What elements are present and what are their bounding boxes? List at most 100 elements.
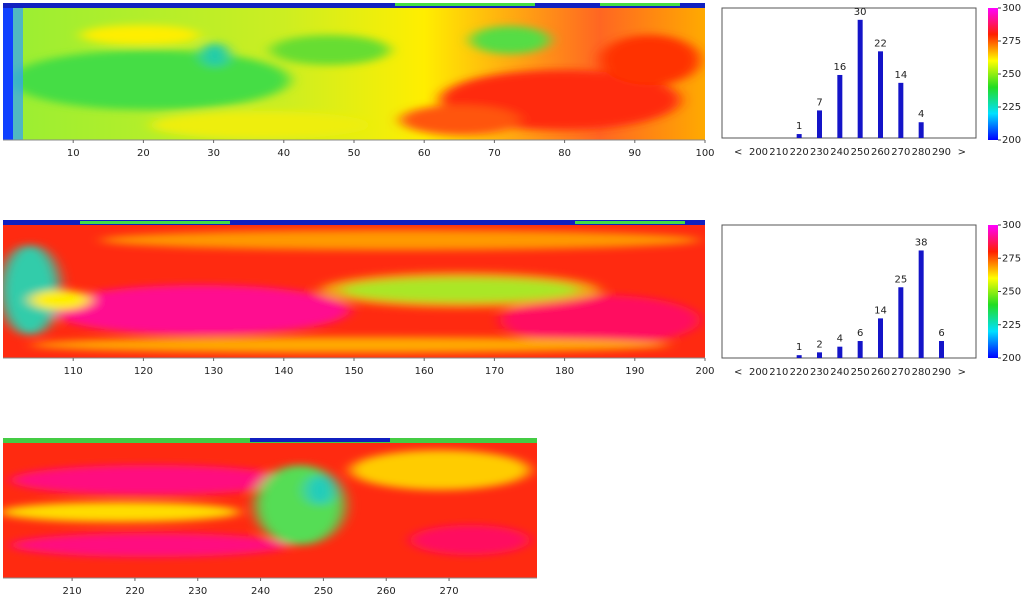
x-tick-label: 250 (851, 147, 870, 158)
value-label: 1 (796, 121, 802, 132)
x-tick-label: 210 (769, 367, 788, 378)
bar (817, 110, 822, 138)
bar (837, 74, 843, 138)
bar (878, 318, 883, 358)
x-tick-label: 60 (418, 148, 431, 159)
x-tick-label: 270 (891, 367, 910, 378)
x-tick-label: 270 (440, 586, 459, 597)
bar (918, 122, 924, 138)
x-tick-label: 230 (810, 147, 829, 158)
bar (918, 250, 924, 358)
value-label: 22 (874, 38, 887, 49)
x-tick-label: 250 (314, 586, 333, 597)
x-tick-label: 160 (415, 366, 434, 377)
colorbar (988, 225, 998, 358)
colorbar-tick-label: 300 (1002, 3, 1021, 14)
x-tick-label: 80 (558, 148, 571, 159)
plot-frame (721, 224, 977, 359)
x-tick-label: 150 (344, 366, 363, 377)
x-tick-label: 260 (871, 367, 890, 378)
bar (857, 19, 863, 138)
x-tick-label: 130 (204, 366, 223, 377)
bar (898, 82, 904, 138)
x-tick-label: > (958, 367, 966, 378)
x-tick-label: 220 (790, 147, 809, 158)
x-tick-label: 290 (932, 147, 951, 158)
x-tick-label: 30 (207, 148, 220, 159)
value-label: 14 (874, 305, 887, 316)
x-tick-label: 10 (67, 148, 80, 159)
bar (857, 341, 863, 358)
x-tick-label: 200 (749, 147, 768, 158)
colorbar-tick-label: 225 (1002, 320, 1021, 331)
x-tick-label: 240 (251, 586, 270, 597)
bar (939, 341, 944, 358)
x-tick-label: 190 (625, 366, 644, 377)
x-tick-label: 260 (377, 586, 396, 597)
x-tick-label: 250 (851, 367, 870, 378)
x-tick-label: 210 (769, 147, 788, 158)
x-tick-label: < (734, 367, 742, 378)
x-tick-label: 290 (932, 367, 951, 378)
colorbar-tick-label: 300 (1002, 220, 1021, 231)
bar (817, 352, 822, 358)
value-label: 25 (894, 274, 907, 285)
x-tick-label: 170 (485, 366, 504, 377)
value-label: 30 (854, 7, 867, 18)
value-label: 2 (816, 339, 822, 350)
x-tick-label: 120 (134, 366, 153, 377)
value-label: 16 (833, 62, 846, 73)
colorbar-tick-label: 250 (1002, 69, 1021, 80)
x-tick-label: 20 (137, 148, 150, 159)
x-tick-label: 90 (628, 148, 641, 159)
value-label: 4 (837, 334, 843, 345)
colorbar-tick-label: 225 (1002, 102, 1021, 113)
bar (837, 346, 843, 358)
x-tick-label: 70 (488, 148, 501, 159)
value-label: 1 (796, 342, 802, 353)
x-tick-label: > (958, 147, 966, 158)
x-tick-label: 50 (348, 148, 361, 159)
x-tick-label: 230 (810, 367, 829, 378)
heatmap-image (3, 8, 705, 140)
colorbar-tick-label: 275 (1002, 253, 1021, 264)
value-label: 14 (894, 70, 907, 81)
x-tick-label: 260 (871, 147, 890, 158)
x-tick-label: 240 (830, 367, 849, 378)
plot-frame (721, 7, 977, 139)
colorbar-tick-label: 200 (1002, 135, 1021, 146)
x-tick-label: 220 (790, 367, 809, 378)
heatmap-image (3, 443, 537, 578)
heatmap-image (3, 225, 705, 358)
x-tick-label: 230 (188, 586, 207, 597)
x-tick-label: 210 (63, 586, 82, 597)
value-label: 4 (918, 109, 924, 120)
colorbar-tick-label: 250 (1002, 287, 1021, 298)
colorbar-tick-label: 200 (1002, 353, 1021, 364)
x-tick-label: 220 (125, 586, 144, 597)
x-tick-label: 280 (912, 147, 931, 158)
x-tick-label: 240 (830, 147, 849, 158)
x-tick-label: 140 (274, 366, 293, 377)
value-label: 38 (915, 237, 928, 248)
colorbar-tick-label: 275 (1002, 36, 1021, 47)
colorbar (988, 8, 998, 140)
x-tick-label: 40 (277, 148, 290, 159)
x-tick-label: 280 (912, 367, 931, 378)
value-label: 6 (938, 328, 944, 339)
x-tick-label: 110 (64, 366, 83, 377)
bar (878, 51, 883, 139)
x-tick-label: 180 (555, 366, 574, 377)
bar (796, 355, 802, 358)
bar (796, 134, 802, 138)
bar (898, 287, 904, 358)
x-tick-label: 100 (695, 148, 714, 159)
x-tick-label: < (734, 147, 742, 158)
x-tick-label: 200 (749, 367, 768, 378)
x-tick-label: 270 (891, 147, 910, 158)
x-tick-label: 200 (695, 366, 714, 377)
value-label: 6 (857, 328, 863, 339)
value-label: 7 (816, 97, 822, 108)
